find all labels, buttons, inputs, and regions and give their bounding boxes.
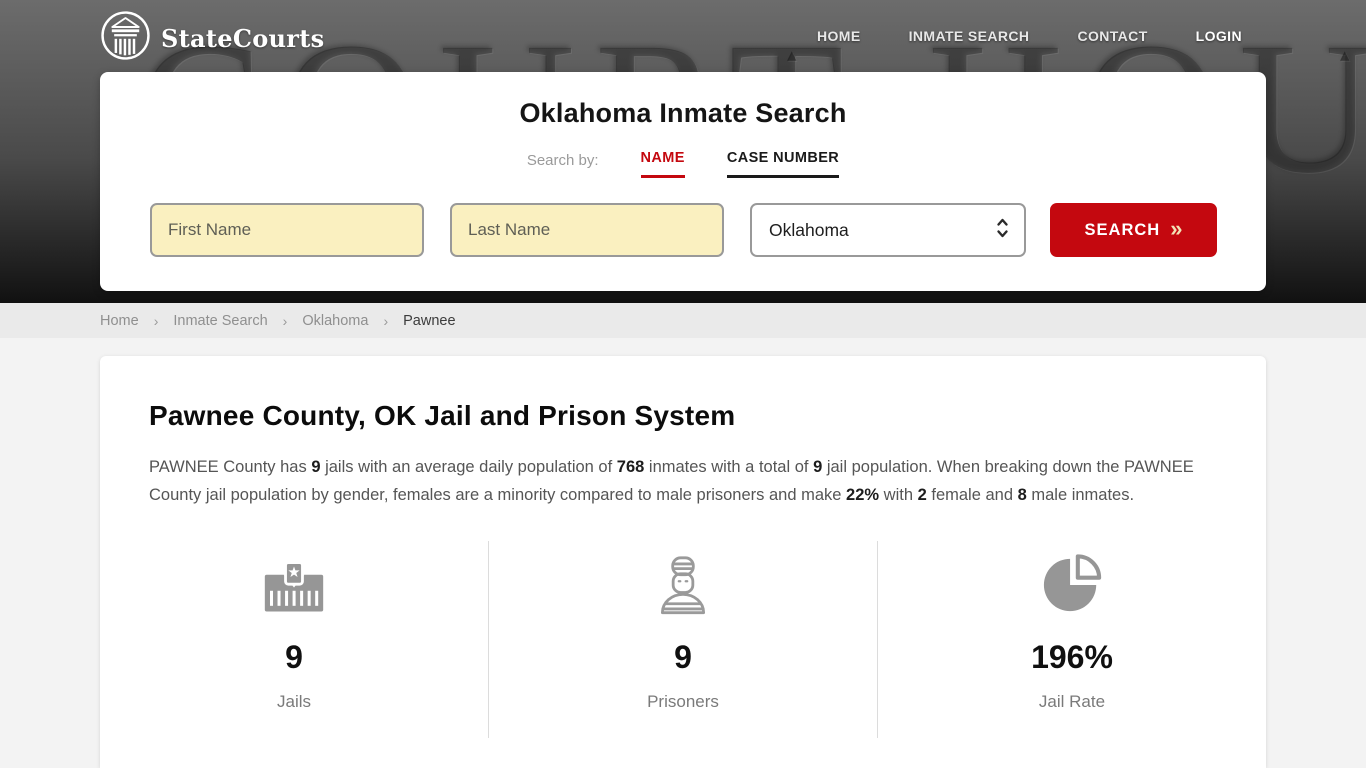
tab-search-by-case-number[interactable]: CASE NUMBER <box>726 150 840 178</box>
top-navigation: HOME INMATE SEARCH CONTACT LOGIN <box>817 0 1242 72</box>
nav-contact[interactable]: CONTACT <box>1077 28 1148 44</box>
tab-search-by-name[interactable]: NAME <box>640 150 685 178</box>
breadcrumb-separator-icon: › <box>282 312 288 329</box>
carved-triangle-ornament: ▴ <box>787 45 797 66</box>
jail-building-icon <box>100 549 488 615</box>
courthouse-icon <box>100 10 151 66</box>
double-chevron-icon: » <box>1170 215 1183 241</box>
stat-prisoners: 9 Prisoners <box>488 541 877 738</box>
brand-name: StateCourts <box>161 23 325 53</box>
county-page-title: Pawnee County, OK Jail and Prison System <box>149 400 736 431</box>
breadcrumb-bar: Home › Inmate Search › Oklahoma › Pawnee <box>0 303 1366 338</box>
stat-jails-value: 9 <box>285 639 303 675</box>
breadcrumb-oklahoma[interactable]: Oklahoma <box>302 312 369 329</box>
last-name-input[interactable] <box>450 203 724 257</box>
breadcrumb-separator-icon: › <box>153 312 159 329</box>
county-content-card: Pawnee County, OK Jail and Prison System… <box>100 356 1266 768</box>
state-select[interactable]: Oklahoma <box>750 203 1026 257</box>
brand-logo[interactable]: StateCourts <box>100 10 324 66</box>
breadcrumb-separator-icon: › <box>383 312 389 329</box>
search-form: Oklahoma SEARCH » <box>100 203 1266 257</box>
nav-login[interactable]: LOGIN <box>1195 28 1242 44</box>
county-summary-paragraph: PAWNEE County has 9 jails with an averag… <box>149 458 1194 504</box>
stat-jail-rate: 196% Jail Rate <box>877 541 1266 738</box>
pie-chart-icon <box>878 549 1266 615</box>
stat-jail-rate-label: Jail Rate <box>1038 692 1106 711</box>
first-name-input[interactable] <box>150 203 424 257</box>
stat-jails: 9 Jails <box>100 541 488 738</box>
breadcrumb-inmate-search[interactable]: Inmate Search <box>173 312 268 329</box>
state-select-value: Oklahoma <box>769 219 849 240</box>
search-by-label: Search by: <box>526 152 599 169</box>
breadcrumb-current-pawnee: Pawnee <box>403 312 456 329</box>
county-stats-row: 9 Jails 9 <box>100 541 1266 738</box>
nav-home[interactable]: HOME <box>817 28 861 44</box>
select-caret-icon <box>996 217 1009 244</box>
breadcrumb: Home › Inmate Search › Oklahoma › Pawnee <box>0 303 1366 338</box>
prisoner-icon <box>489 549 877 615</box>
search-card-title: Oklahoma Inmate Search <box>519 98 847 128</box>
inmate-search-card: Oklahoma Inmate Search Search by: NAME C… <box>100 72 1266 291</box>
stat-prisoners-value: 9 <box>674 639 692 675</box>
nav-inmate-search[interactable]: INMATE SEARCH <box>908 28 1030 44</box>
carved-triangle-ornament: ▴ <box>1340 45 1350 66</box>
search-button-label: SEARCH <box>1084 220 1161 239</box>
stat-prisoners-label: Prisoners <box>647 692 719 711</box>
stat-jails-label: Jails <box>276 692 311 711</box>
search-by-tabs: Search by: NAME CASE NUMBER <box>100 150 1266 178</box>
stat-jail-rate-value: 196% <box>1031 639 1113 675</box>
breadcrumb-home[interactable]: Home <box>100 312 139 329</box>
search-button[interactable]: SEARCH » <box>1050 203 1217 257</box>
